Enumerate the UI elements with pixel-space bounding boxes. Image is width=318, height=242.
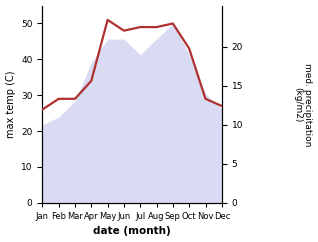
Y-axis label: med. precipitation
(kg/m2): med. precipitation (kg/m2): [293, 62, 313, 146]
Y-axis label: max temp (C): max temp (C): [5, 70, 16, 138]
X-axis label: date (month): date (month): [93, 227, 171, 236]
